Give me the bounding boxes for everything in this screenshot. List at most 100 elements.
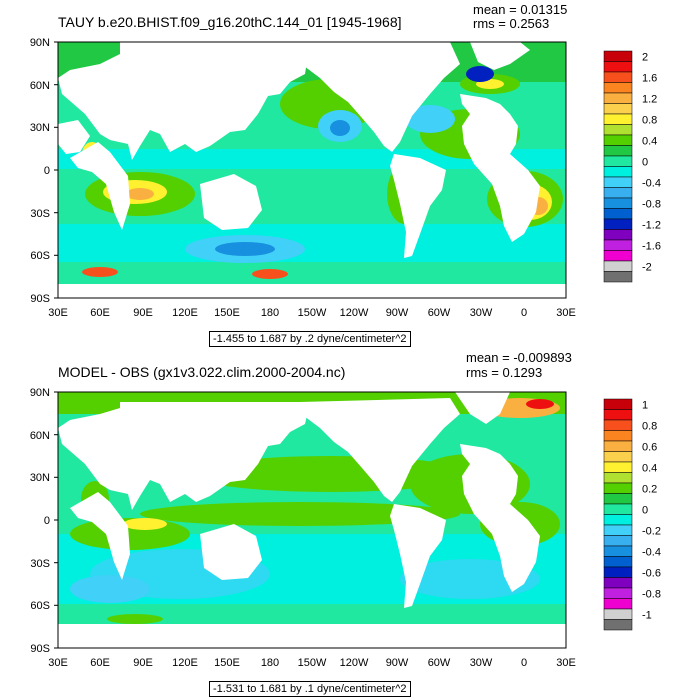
bottom-lat-axis: 90N 60N 30N 0 30S 60S 90S [30, 387, 58, 655]
colorbar-swatch [603, 250, 633, 262]
bottom-lon-label: 120E [172, 657, 198, 669]
colorbar-label: -0.2 [642, 525, 661, 537]
bottom-lat-label: 30N [30, 472, 50, 484]
bottom-lon-label: 0 [521, 657, 527, 669]
colorbar-swatch [603, 472, 633, 484]
colorbar-label: -0.4 [642, 546, 661, 558]
colorbar-label: 1.6 [642, 72, 657, 84]
bottom-lat-label: 60S [30, 600, 50, 612]
top-lon-label: 60E [90, 307, 110, 319]
colorbar-swatch [603, 493, 633, 505]
colorbar-label: -0.8 [642, 198, 661, 210]
bottom-lon-label: 90E [133, 657, 153, 669]
bottom-lon-label: 30W [470, 657, 493, 669]
colorbar-swatch [603, 208, 633, 220]
colorbar-swatch [603, 514, 633, 526]
top-lat-label: 90N [30, 37, 50, 49]
colorbar-swatch [603, 587, 633, 599]
colorbar-swatch [603, 409, 633, 421]
colorbar-label: 0 [642, 504, 648, 516]
colorbar-label: 1.2 [642, 93, 657, 105]
top-lon-label: 150W [298, 307, 327, 319]
top-lon-label: 90W [386, 307, 409, 319]
colorbar-swatch [603, 218, 633, 230]
bottom-map-plot: 90N 60N 30N 0 30S 60S 90S 30E 60E 90E 12… [30, 387, 576, 669]
bottom-map-title: MODEL - OBS (gx1v3.022.clim.2000-2004.nc… [58, 364, 346, 380]
colorbar-swatch [603, 419, 633, 431]
colorbar-swatch [603, 566, 633, 578]
colorbar-label: 2 [642, 51, 648, 63]
bottom-land-masses [58, 392, 566, 648]
colorbar-label: 0.2 [642, 483, 657, 495]
colorbar-label: -0.8 [642, 588, 661, 600]
colorbar-swatch [603, 461, 633, 473]
top-map-title: TAUY b.e20.BHIST.f09_g16.20thC.144_01 [1… [58, 14, 402, 30]
colorbar-swatch [603, 503, 633, 515]
colorbar-swatch [603, 176, 633, 188]
bottom-contour-caption: -1.531 to 1.681 by .1 dyne/centimeter^2 [209, 681, 411, 697]
bottom-lat-label: 30S [30, 558, 50, 570]
colorbar-swatch [603, 482, 633, 494]
bottom-colorbar: 1 0.8 0.6 0.4 0.2 0 -0.2 -0.4 -0.6 -0.8 -1 [603, 398, 661, 631]
colorbar-swatch [603, 556, 633, 568]
bottom-mean-value: mean = -0.009893 [466, 350, 572, 365]
colorbar-label: -1.6 [642, 240, 661, 252]
colorbar-swatch [603, 524, 633, 536]
colorbar-label: 0.8 [642, 114, 657, 126]
colorbar-swatch [603, 134, 633, 146]
top-lat-label: 0 [44, 165, 50, 177]
colorbar-swatch [603, 598, 633, 610]
colorbar-swatch [603, 229, 633, 241]
bottom-lon-label: 150W [298, 657, 327, 669]
colorbar-swatch [603, 71, 633, 83]
colorbar-label: -0.6 [642, 567, 661, 579]
colorbar-swatch [603, 92, 633, 104]
colorbar-swatch [603, 145, 633, 157]
colorbar-swatch [603, 103, 633, 115]
colorbar-swatch [603, 608, 633, 620]
top-lon-label: 30E [48, 307, 68, 319]
colorbar-swatch [603, 187, 633, 199]
colorbar-swatch [603, 619, 633, 631]
top-colorbar: 2 1.6 1.2 0.8 0.4 0 -0.4 -0.8 -1.2 -1.6 -2 [603, 50, 661, 283]
colorbar-swatch [603, 239, 633, 251]
top-lon-label: 90E [133, 307, 153, 319]
bottom-lon-label: 30E [556, 657, 576, 669]
colorbar-swatch [603, 82, 633, 94]
colorbar-label: 1 [642, 399, 648, 411]
top-lat-label: 30S [30, 208, 50, 220]
colorbar-swatch [603, 166, 633, 178]
colorbar-label: 0.8 [642, 420, 657, 432]
colorbar-swatch [603, 271, 633, 283]
bottom-lon-label: 150E [214, 657, 240, 669]
colorbar-label: 0.4 [642, 135, 657, 147]
bottom-lon-label: 60E [90, 657, 110, 669]
top-map-plot: 90N 60N 30N 0 30S 60S 90S 30E 60E 90E 12… [30, 37, 576, 319]
colorbar-swatch [603, 50, 633, 62]
colorbar-label: 0.6 [642, 441, 657, 453]
colorbar-swatch [603, 197, 633, 209]
bottom-lon-label: 90W [386, 657, 409, 669]
top-lon-label: 120W [340, 307, 369, 319]
colorbar-label: 0 [642, 156, 648, 168]
top-lat-label: 60N [30, 80, 50, 92]
top-lon-label: 0 [521, 307, 527, 319]
top-lat-label: 30N [30, 122, 50, 134]
colorbar-label: -2 [642, 261, 652, 273]
top-lat-label: 60S [30, 250, 50, 262]
colorbar-swatch [603, 260, 633, 272]
top-rms-value: rms = 0.2563 [473, 16, 550, 31]
colorbar-swatch [603, 440, 633, 452]
bottom-lat-label: 60N [30, 430, 50, 442]
bottom-lon-label: 180 [261, 657, 279, 669]
bottom-lon-label: 120W [340, 657, 369, 669]
top-lat-axis: 90N 60N 30N 0 30S 60S 90S [30, 37, 58, 305]
colorbar-swatch [603, 113, 633, 125]
bottom-lon-label: 60W [428, 657, 451, 669]
top-lon-label: 60W [428, 307, 451, 319]
bottom-lat-label: 90N [30, 387, 50, 399]
colorbar-swatch [603, 155, 633, 167]
bottom-rms-value: rms = 0.1293 [466, 365, 543, 380]
colorbar-swatch [603, 535, 633, 547]
top-lon-label: 180 [261, 307, 279, 319]
